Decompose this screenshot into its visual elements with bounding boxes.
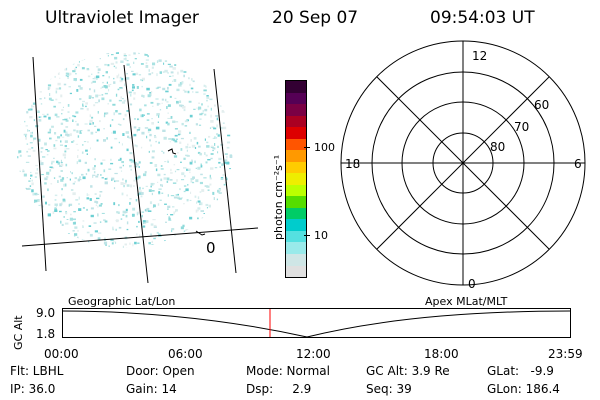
- colorbar-segment: [286, 207, 306, 220]
- colorbar-tick-mark: [304, 147, 310, 148]
- status-glat: GLat: -9.9: [487, 364, 554, 378]
- lat-label-60: 60: [534, 98, 549, 112]
- colorbar-segment: [286, 173, 306, 185]
- colorbar-segment: [286, 242, 306, 254]
- orbit-altitude-plot: [61, 308, 571, 338]
- status-door: Door: Open: [126, 364, 195, 378]
- colorbar-segment: [286, 81, 306, 93]
- orbit-y-tick: 1.8: [36, 327, 56, 341]
- status-ip: IP: 36.0: [10, 382, 56, 396]
- geographic-image-panel: 0: [17, 52, 259, 284]
- instrument-title: Ultraviolet Imager: [45, 8, 199, 28]
- colorbar-tick-label: 100: [314, 141, 335, 154]
- colorbar-segment: [286, 92, 306, 105]
- colorbar-segment: [286, 150, 306, 162]
- colorbar: [285, 80, 307, 278]
- colorbar-segment: [286, 265, 306, 278]
- date-label: 20 Sep 07: [272, 8, 359, 28]
- orbit-x-tick: 00:00: [44, 347, 79, 361]
- time-label: 09:54:03 UT: [430, 8, 535, 28]
- latitude-line: [21, 227, 259, 247]
- colorbar-segment: [286, 115, 306, 128]
- status-gain: Gain: 14: [126, 382, 177, 396]
- colorbar-segment: [286, 161, 306, 174]
- colorbar-segment: [286, 104, 306, 116]
- mlt-label-18: 18: [345, 157, 360, 171]
- polar-mlt-grid: 12 18 6 0 60 70 80: [340, 40, 586, 291]
- colorbar-tick-mark: [304, 235, 310, 236]
- longitude-line: [213, 68, 237, 274]
- orbit-left-title: Geographic Lat/Lon: [68, 295, 176, 308]
- orbit-x-tick: 23:59: [548, 347, 583, 361]
- orbit-x-tick: 06:00: [168, 347, 203, 361]
- orbit-y-axis-title: GC Alt: [12, 315, 25, 350]
- status-filter: Flt: LBHL: [10, 364, 64, 378]
- status-gc-alt: GC Alt: 3.9 Re: [366, 364, 450, 378]
- lat-label-80: 80: [490, 140, 505, 154]
- lat-label-70: 70: [514, 120, 529, 134]
- coast-fragment: [167, 148, 177, 155]
- mlt-label-6: 6: [574, 157, 582, 171]
- coast-fragment: [195, 230, 206, 236]
- status-seq: Seq: 39: [366, 382, 412, 396]
- colorbar-segment: [286, 138, 306, 151]
- image-grid-label: 0: [206, 239, 216, 257]
- status-glon: GLon: 186.4: [487, 382, 560, 396]
- orbit-x-tick: 18:00: [424, 347, 459, 361]
- status-mode: Mode: Normal: [246, 364, 330, 378]
- orbit-x-tick: 12:00: [296, 347, 331, 361]
- mlt-label-12: 12: [472, 49, 487, 63]
- orbit-right-title: Apex MLat/MLT: [425, 295, 508, 308]
- colorbar-segment: [286, 230, 306, 243]
- colorbar-segment: [286, 196, 306, 208]
- mlt-label-0: 0: [468, 277, 476, 291]
- longitude-line: [32, 56, 47, 272]
- colorbar-tick-label: 10: [314, 229, 328, 242]
- mlt-meridian: [376, 76, 550, 250]
- colorbar-segment: [286, 253, 306, 266]
- colorbar-segment: [286, 219, 306, 231]
- orbit-y-tick: 9.0: [36, 306, 56, 320]
- colorbar-unit-label: photon cm⁻²s⁻¹: [272, 154, 285, 240]
- uv-emission-speckles: [17, 52, 233, 248]
- longitude-line: [123, 64, 149, 284]
- orbit-altitude-curve: [61, 310, 571, 338]
- colorbar-segment: [286, 184, 306, 197]
- colorbar-segment: [286, 127, 306, 139]
- status-dsp: Dsp: 2.9: [246, 382, 312, 396]
